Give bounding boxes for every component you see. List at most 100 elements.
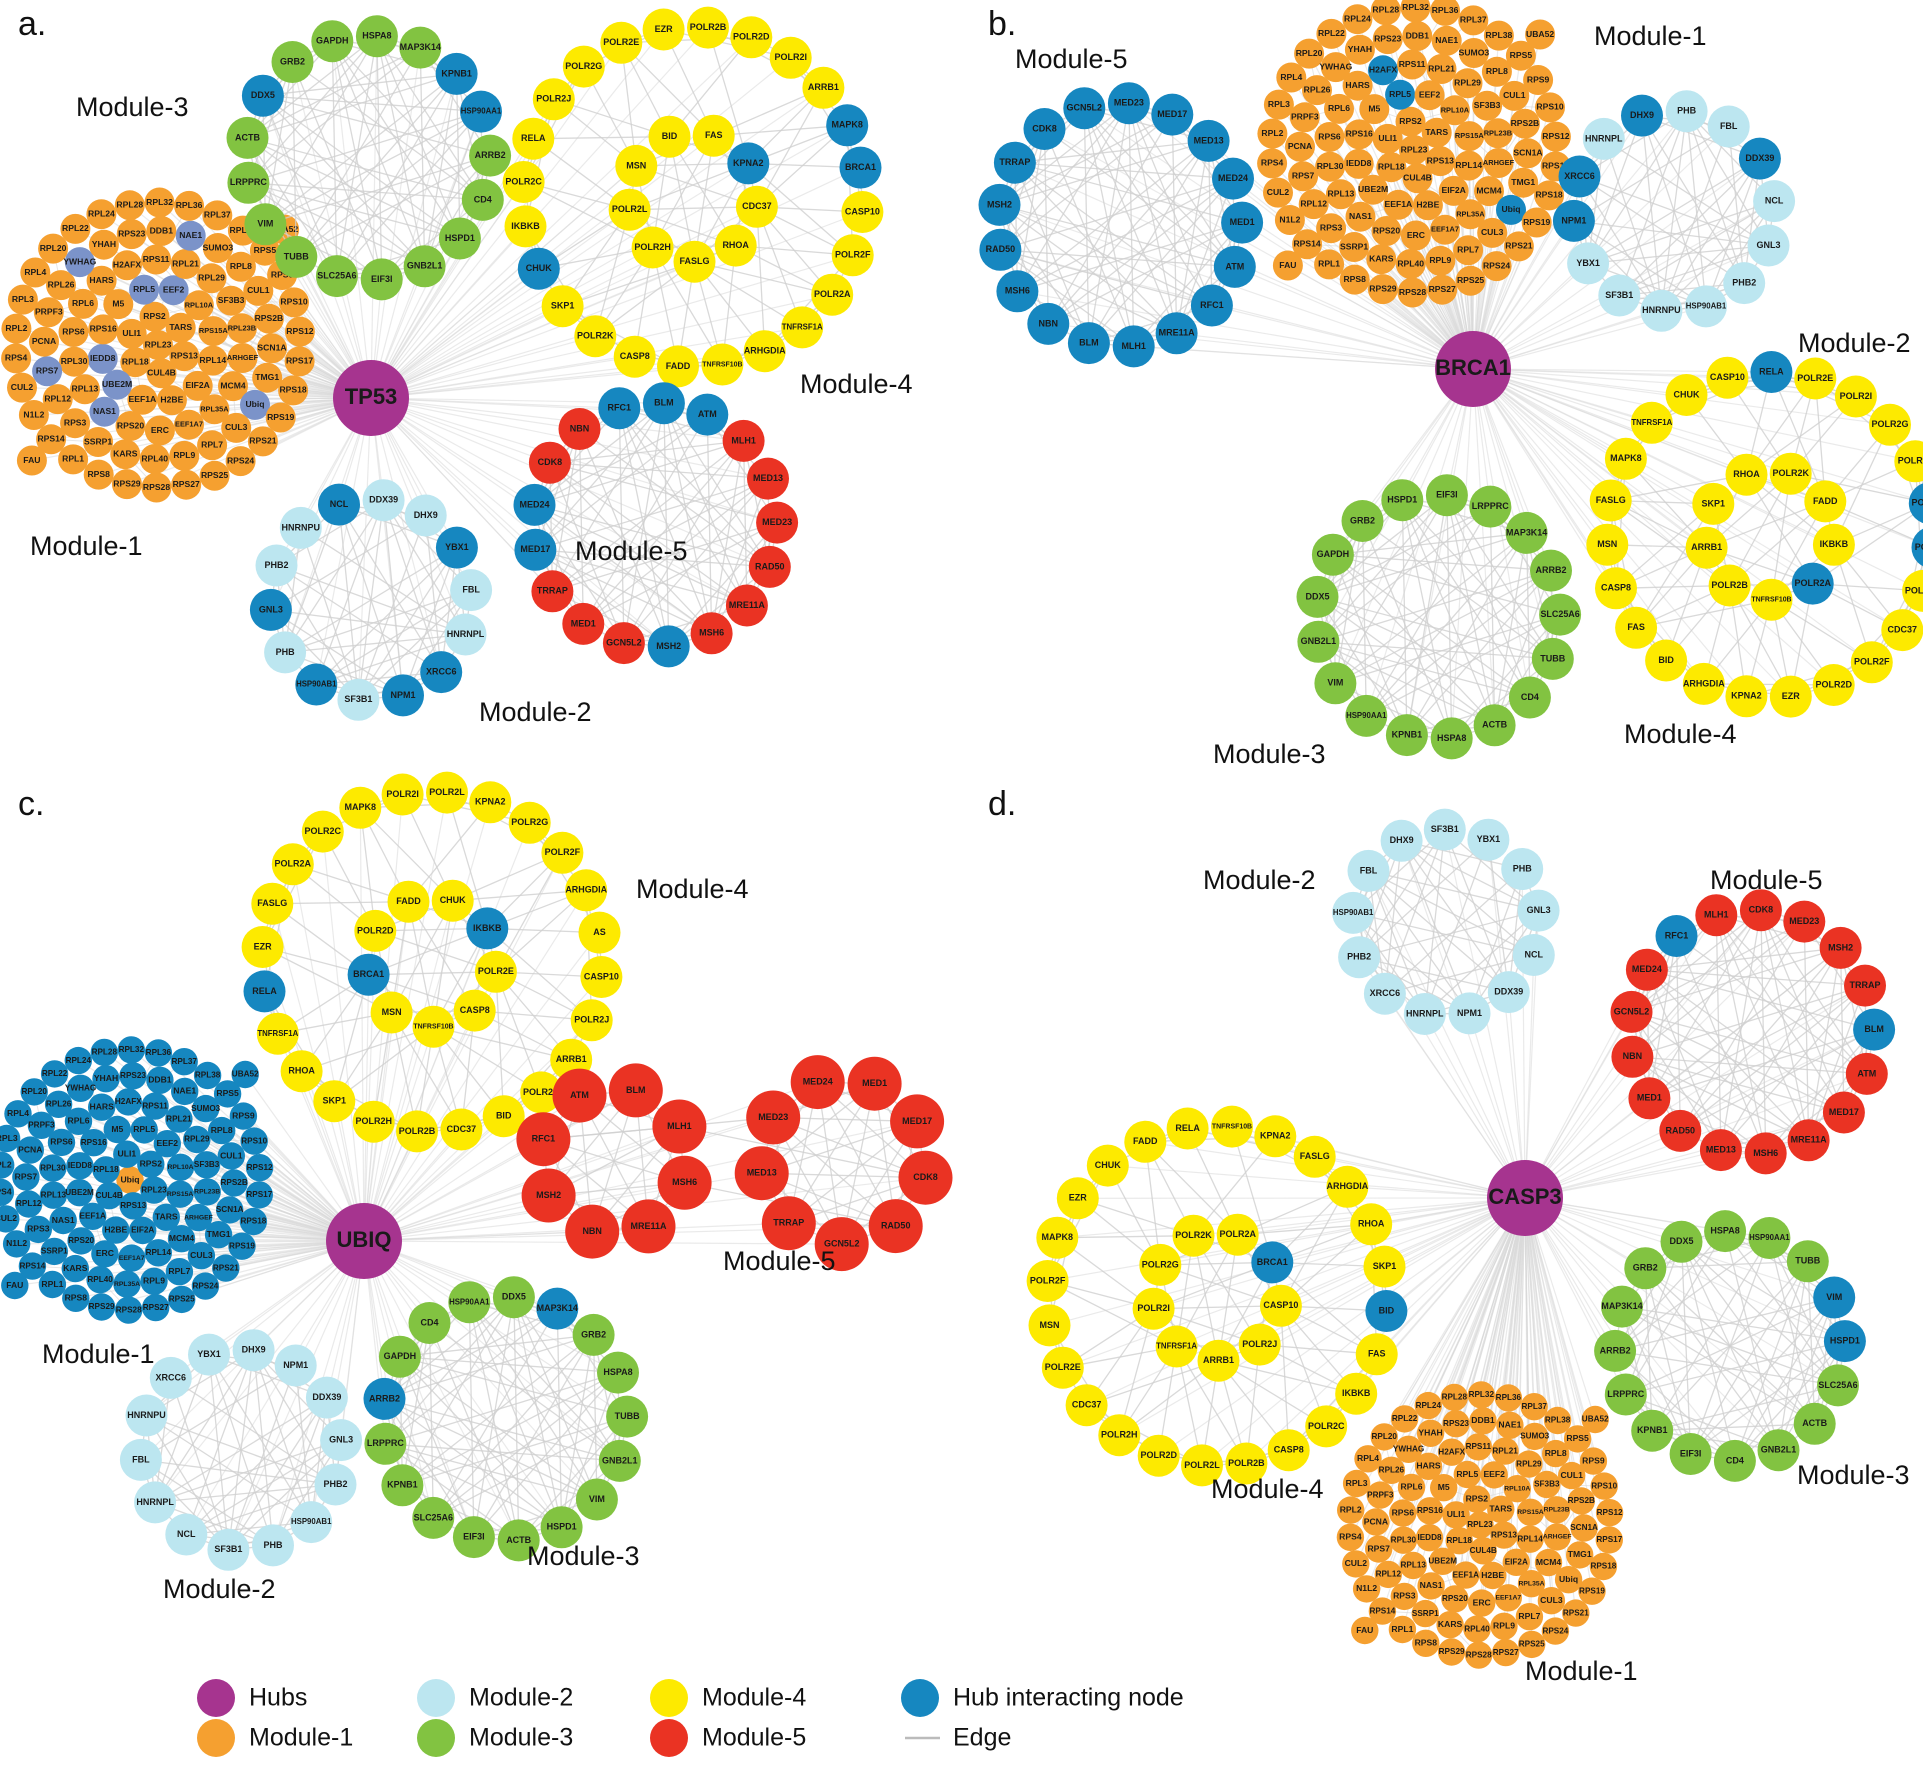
- svg-text:RPL23: RPL23: [145, 339, 172, 349]
- svg-text:MSN: MSN: [382, 1007, 402, 1017]
- svg-text:SKP1: SKP1: [323, 1096, 347, 1106]
- svg-text:EIF2A: EIF2A: [1505, 1557, 1528, 1566]
- svg-text:MCM4: MCM4: [1536, 1557, 1562, 1567]
- svg-text:GNL3: GNL3: [1527, 905, 1551, 915]
- svg-text:RPS3: RPS3: [64, 417, 87, 427]
- svg-text:FBL: FBL: [132, 1454, 150, 1464]
- svg-text:RPL23B: RPL23B: [228, 323, 256, 332]
- svg-text:POLR2B: POLR2B: [399, 1126, 436, 1136]
- svg-text:EEF1A7: EEF1A7: [1431, 225, 1459, 234]
- svg-text:FASLG: FASLG: [1300, 1151, 1330, 1161]
- svg-text:POLR2H: POLR2H: [355, 1116, 392, 1126]
- svg-text:RPL14: RPL14: [1455, 160, 1482, 170]
- svg-text:ARHGDIA: ARHGDIA: [744, 346, 786, 356]
- svg-text:SF3B3: SF3B3: [218, 295, 245, 305]
- svg-text:KPNA2: KPNA2: [733, 158, 764, 168]
- svg-text:MED17: MED17: [1157, 109, 1187, 119]
- svg-text:UBE2M: UBE2M: [65, 1188, 94, 1197]
- svg-text:CASP8: CASP8: [1274, 1445, 1304, 1455]
- svg-text:DHX9: DHX9: [1630, 110, 1654, 120]
- svg-text:RPS20: RPS20: [1442, 1594, 1468, 1603]
- svg-text:VIM: VIM: [1826, 1292, 1842, 1302]
- svg-text:SF3B1: SF3B1: [344, 694, 372, 704]
- svg-text:KARS: KARS: [113, 448, 138, 458]
- svg-text:RPL3: RPL3: [1268, 99, 1290, 109]
- svg-text:CDC37: CDC37: [1072, 1400, 1102, 1410]
- svg-text:RPL23B: RPL23B: [1484, 128, 1512, 137]
- svg-text:CHUK: CHUK: [1674, 389, 1700, 399]
- svg-text:RPS4: RPS4: [0, 1187, 12, 1197]
- svg-text:Ubiq: Ubiq: [1501, 204, 1520, 214]
- svg-text:TMG1: TMG1: [255, 372, 279, 382]
- svg-text:MSH2: MSH2: [987, 199, 1012, 209]
- svg-text:TNFRSF1A: TNFRSF1A: [1631, 418, 1672, 427]
- svg-text:N1L2: N1L2: [1356, 1583, 1377, 1593]
- svg-text:UBA52: UBA52: [232, 1070, 259, 1079]
- svg-text:RPL23: RPL23: [1467, 1520, 1493, 1529]
- svg-text:FASLG: FASLG: [1596, 495, 1626, 505]
- svg-text:IKBKB: IKBKB: [473, 923, 502, 933]
- svg-text:RAD50: RAD50: [1666, 1125, 1696, 1135]
- svg-text:POLR2E: POLR2E: [1797, 373, 1833, 383]
- svg-text:RPL5: RPL5: [133, 284, 155, 294]
- svg-text:RPL13: RPL13: [72, 384, 99, 394]
- svg-text:POLR2K: POLR2K: [1772, 468, 1809, 478]
- svg-text:RPL5: RPL5: [1456, 1469, 1478, 1479]
- svg-text:SKP1: SKP1: [551, 301, 575, 311]
- svg-text:ARHGDIA: ARHGDIA: [565, 885, 607, 895]
- svg-text:ARHGEF: ARHGEF: [1483, 158, 1515, 167]
- svg-text:BLM: BLM: [1079, 337, 1099, 347]
- svg-text:RPS21: RPS21: [213, 1263, 239, 1272]
- svg-text:GCN5L2: GCN5L2: [1067, 103, 1103, 113]
- svg-text:BID: BID: [1379, 1305, 1395, 1315]
- svg-text:HSPA8: HSPA8: [1710, 1225, 1739, 1235]
- svg-text:RPS2: RPS2: [1399, 116, 1422, 126]
- svg-text:RPL8: RPL8: [211, 1125, 233, 1135]
- svg-text:RPS7: RPS7: [1367, 1543, 1390, 1553]
- svg-text:GNB2L1: GNB2L1: [407, 261, 443, 271]
- svg-text:SLC25A6: SLC25A6: [317, 270, 356, 280]
- svg-text:EZR: EZR: [254, 941, 273, 951]
- svg-text:SLC25A6: SLC25A6: [1818, 1380, 1857, 1390]
- svg-text:RPL22: RPL22: [1318, 28, 1345, 38]
- svg-text:HSP90AA1: HSP90AA1: [1346, 711, 1387, 720]
- svg-text:RPL22: RPL22: [42, 1069, 68, 1078]
- svg-text:NAE1: NAE1: [1435, 35, 1458, 45]
- svg-text:TUBB: TUBB: [1540, 653, 1565, 663]
- svg-text:RELA: RELA: [521, 133, 546, 143]
- svg-text:RPL26: RPL26: [48, 279, 75, 289]
- svg-text:ATM: ATM: [1857, 1068, 1876, 1078]
- svg-text:UBE2M: UBE2M: [102, 379, 132, 389]
- svg-text:RPS13: RPS13: [120, 1201, 146, 1210]
- svg-text:MSN: MSN: [1597, 539, 1617, 549]
- svg-text:TNFRSF1A: TNFRSF1A: [257, 1029, 298, 1038]
- svg-text:ARRB2: ARRB2: [1600, 1345, 1631, 1355]
- svg-text:NPM1: NPM1: [1561, 215, 1586, 225]
- svg-text:RPS28: RPS28: [1399, 287, 1426, 297]
- svg-text:FADD: FADD: [1133, 1136, 1158, 1146]
- svg-text:LRPPRC: LRPPRC: [1607, 1389, 1645, 1399]
- svg-text:YBX1: YBX1: [197, 1349, 221, 1359]
- svg-text:RPL1: RPL1: [1391, 1624, 1413, 1634]
- svg-text:MED17: MED17: [1829, 1107, 1859, 1117]
- svg-text:SKP1: SKP1: [1373, 1261, 1397, 1271]
- svg-text:RPS10: RPS10: [1536, 102, 1563, 112]
- svg-text:GRB2: GRB2: [581, 1329, 606, 1339]
- svg-text:PHB: PHB: [263, 1540, 283, 1550]
- svg-text:POLR2A: POLR2A: [814, 289, 851, 299]
- svg-text:EEF1A: EEF1A: [80, 1211, 106, 1220]
- svg-text:BID: BID: [662, 131, 678, 141]
- svg-text:TRRAP: TRRAP: [773, 1218, 804, 1228]
- svg-text:RPL30: RPL30: [1317, 161, 1344, 171]
- svg-text:HARS: HARS: [89, 275, 114, 285]
- svg-text:KPNA2: KPNA2: [475, 797, 506, 807]
- svg-text:MAPK8: MAPK8: [1610, 453, 1642, 463]
- svg-text:GNL3: GNL3: [259, 604, 283, 614]
- svg-text:ULI1: ULI1: [1447, 1509, 1466, 1519]
- svg-text:RPS23: RPS23: [120, 1071, 146, 1080]
- svg-text:RPS10: RPS10: [241, 1136, 267, 1145]
- svg-text:RPS8: RPS8: [1343, 274, 1366, 284]
- svg-text:RPS4: RPS4: [1339, 1532, 1362, 1542]
- svg-text:RPS17: RPS17: [246, 1190, 272, 1199]
- svg-text:RPS9: RPS9: [232, 1110, 255, 1120]
